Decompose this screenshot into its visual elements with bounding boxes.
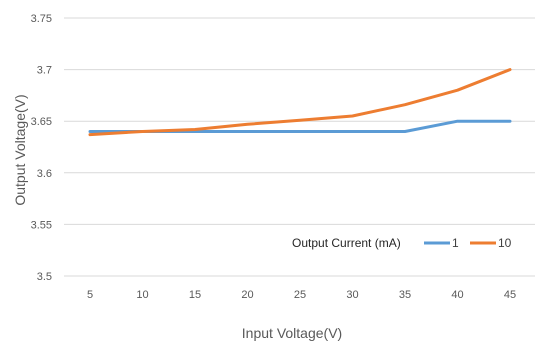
x-tick-label: 25 [294, 289, 306, 301]
y-tick-label: 3.7 [37, 65, 52, 77]
legend: Output Current (mA) 1 10 [292, 236, 512, 250]
x-tick-label: 15 [189, 289, 201, 301]
legend-title: Output Current (mA) [292, 236, 401, 250]
y-tick-label: 3.6 [37, 168, 52, 180]
x-tick-label: 20 [241, 289, 253, 301]
x-axis-title: Input Voltage(V) [242, 325, 342, 341]
x-tick-label: 35 [399, 289, 411, 301]
series-lines [88, 68, 512, 137]
legend-label-10: 10 [498, 236, 512, 250]
y-tick-label: 3.5 [37, 271, 52, 283]
y-tick-label: 3.65 [31, 116, 52, 128]
x-axis: 5 10 15 20 25 30 35 40 45 [87, 289, 516, 301]
y-axis: 3.5 3.55 3.6 3.65 3.7 3.75 [31, 13, 52, 283]
x-tick-label: 30 [346, 289, 358, 301]
x-tick-label: 40 [451, 289, 463, 301]
x-tick-label: 45 [504, 289, 516, 301]
x-tick-label: 5 [87, 289, 93, 301]
x-tick-label: 10 [136, 289, 148, 301]
y-axis-title: Output Voltage(V) [12, 94, 28, 205]
series-line-10 [88, 68, 512, 137]
y-tick-label: 3.55 [31, 219, 52, 231]
y-tick-label: 3.75 [31, 13, 52, 25]
legend-label-1: 1 [452, 236, 459, 250]
gridlines [64, 17, 535, 277]
